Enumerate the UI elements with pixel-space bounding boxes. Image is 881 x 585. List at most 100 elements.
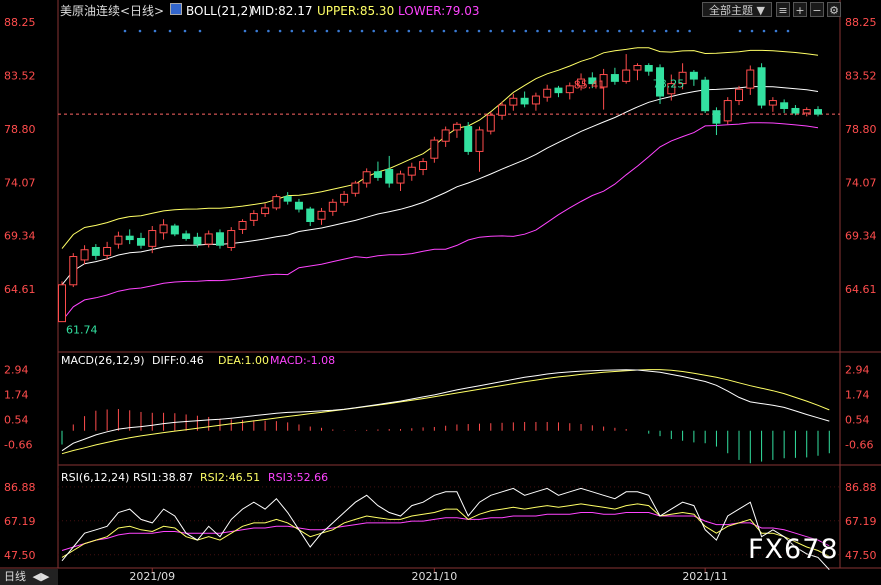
candle-body — [283, 196, 292, 202]
candles — [58, 54, 822, 323]
settings-icon[interactable]: ⚙ — [827, 2, 841, 17]
price-tick-right: 69.34 — [845, 230, 877, 243]
signal-dot — [123, 29, 127, 33]
candle — [148, 226, 157, 254]
macd-tick-left: 2.94 — [4, 363, 29, 376]
top-dot-row — [123, 29, 790, 33]
signal-dot — [442, 29, 446, 33]
signal-dot — [571, 29, 574, 33]
price-tick-left: 78.80 — [4, 123, 36, 136]
candle-body — [69, 256, 78, 286]
candle-body — [249, 213, 258, 221]
date-label: 2021/09 — [129, 570, 175, 583]
candle-body — [791, 107, 800, 114]
macd-diff-line — [61, 369, 830, 452]
rsi1-label: RSI1:38.87 — [133, 471, 193, 484]
candle-body — [565, 85, 574, 94]
candle — [746, 65, 755, 95]
arrow-left-icon[interactable]: ◀ — [32, 570, 41, 583]
signal-dot — [153, 29, 157, 33]
price-tick-right: 74.07 — [845, 176, 877, 189]
candle — [396, 170, 405, 191]
candle — [780, 99, 789, 113]
rsi2-label: RSI2:46.51 — [200, 471, 260, 484]
macd-tick-left: 1.74 — [4, 388, 29, 401]
signal-dot — [168, 29, 172, 33]
rsi-title: RSI(6,12,24) — [61, 471, 129, 484]
rsi-tick-left: 47.50 — [4, 549, 36, 562]
price-tick-left: 69.34 — [4, 230, 36, 243]
signal-dot — [255, 29, 258, 33]
period-tab[interactable]: 日线 ◀▶ — [0, 569, 58, 585]
candle-body — [452, 123, 461, 131]
candle-body — [419, 161, 428, 171]
candle — [802, 107, 811, 117]
candle-body — [486, 114, 495, 132]
signal-dot — [395, 29, 399, 33]
rsi-tick-right: 47.50 — [845, 549, 877, 562]
rsi-tick-left: 86.88 — [4, 481, 36, 494]
candle — [509, 93, 518, 111]
theme-select[interactable]: 全部主题 ▼ — [702, 2, 772, 17]
candle — [362, 168, 371, 188]
candle — [757, 63, 766, 109]
signal-dot — [349, 29, 352, 33]
candle — [622, 54, 631, 84]
price-tick-left: 74.07 — [4, 176, 36, 189]
macd-value-label: MACD:-1.08 — [270, 354, 335, 367]
boll-label: BOLL(21,2) — [186, 4, 253, 18]
macd-dea-line — [61, 369, 830, 455]
candle-body — [351, 182, 360, 194]
zoom-in-icon[interactable]: + — [793, 2, 807, 17]
price-tick-left: 64.61 — [4, 283, 36, 296]
price-annotation-low: 61.74 — [66, 324, 98, 337]
signal-dot — [407, 29, 411, 33]
boll-lower: LOWER:79.03 — [398, 4, 480, 18]
candle — [565, 82, 574, 100]
price-annotation-high: 85.41 — [574, 78, 606, 91]
candle-body — [362, 171, 371, 184]
indicator-icon[interactable] — [170, 3, 182, 15]
candle — [712, 107, 721, 136]
candle-body — [780, 102, 789, 109]
candle-body — [599, 74, 608, 88]
rsi-tick-right: 67.19 — [845, 515, 877, 528]
candle-body — [464, 126, 473, 152]
boll-mid: MID:82.17 — [251, 4, 313, 18]
candle — [283, 192, 292, 205]
signal-dot — [138, 29, 142, 33]
candle — [103, 241, 112, 260]
candle-body — [182, 233, 191, 239]
price-tick-left: 88.25 — [4, 16, 36, 29]
candle — [701, 76, 710, 113]
candle-body — [814, 109, 822, 115]
candle — [351, 180, 360, 197]
candle — [114, 231, 123, 249]
candle-body — [768, 100, 777, 106]
candle-body — [498, 104, 507, 116]
candle-body — [678, 71, 687, 85]
signal-dot — [524, 29, 528, 33]
candle — [656, 64, 665, 104]
signal-dot — [243, 29, 247, 33]
signal-dot — [512, 29, 516, 33]
candle — [227, 227, 236, 251]
menu-icon[interactable]: ≡ — [776, 2, 790, 17]
candle — [735, 85, 744, 106]
candle-body — [723, 100, 732, 122]
candle — [373, 161, 382, 181]
candle — [170, 223, 179, 237]
candle — [610, 67, 619, 85]
rsi-tick-left: 67.19 — [4, 515, 36, 528]
price-annotation-low: 78.25 — [653, 78, 685, 91]
price-tick-right: 83.52 — [845, 69, 877, 82]
candle — [588, 72, 597, 89]
arrow-right-icon[interactable]: ▶ — [40, 570, 50, 583]
candle-body — [114, 235, 123, 245]
candle-body — [509, 97, 518, 106]
candle — [317, 207, 326, 225]
period-tab-label: 日线 — [4, 570, 26, 583]
candle-body — [712, 110, 721, 124]
candle — [385, 155, 394, 188]
zoom-out-icon[interactable]: − — [810, 2, 824, 17]
